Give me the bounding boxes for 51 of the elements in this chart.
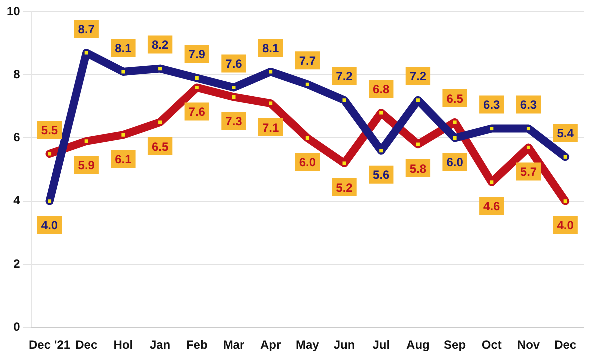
x-tick-label: Mar — [223, 338, 245, 352]
data-label: 6.3 — [484, 98, 501, 112]
x-tick-label: Jan — [150, 338, 171, 352]
x-tick-label: May — [296, 338, 320, 352]
data-label: 4.0 — [557, 218, 574, 233]
data-label: 8.7 — [78, 22, 96, 36]
data-label: 5.8 — [410, 162, 427, 176]
x-tick-label: Sep — [444, 338, 466, 352]
x-tick-label: Hol — [114, 338, 134, 352]
x-tick-label: Dec '21 — [28, 338, 71, 352]
x-tick-label: Aug — [406, 338, 430, 352]
data-label: 4.0 — [41, 218, 58, 233]
data-label: 7.3 — [226, 114, 243, 129]
data-label: 7.6 — [188, 105, 206, 120]
y-tick-label: 4 — [14, 194, 21, 208]
data-label: 7.9 — [188, 48, 206, 62]
y-tick-label: 8 — [14, 67, 21, 82]
data-label: 6.5 — [446, 92, 464, 106]
y-tick-label: 2 — [14, 256, 21, 271]
x-tick-label: Nov — [517, 338, 540, 352]
y-tick-label: 10 — [6, 4, 21, 18]
data-label: 7.2 — [336, 70, 354, 84]
data-label: 5.4 — [557, 126, 574, 140]
data-label: 8.1 — [262, 41, 280, 56]
data-label: 5.7 — [520, 165, 538, 180]
data-label: 7.6 — [226, 57, 243, 72]
data-label: 7.2 — [410, 70, 427, 84]
data-label: 7.1 — [262, 120, 280, 135]
data-label: 7.7 — [299, 54, 316, 68]
x-tick-label: Jun — [334, 338, 356, 352]
data-label: 5.2 — [336, 180, 354, 195]
y-tick-label: 0 — [14, 320, 21, 334]
data-label: 5.6 — [373, 168, 390, 182]
y-tick-label: 6 — [14, 130, 21, 145]
data-label: 8.2 — [152, 38, 169, 52]
data-label: 8.1 — [115, 41, 132, 56]
data-label: 6.1 — [115, 152, 132, 166]
x-tick-label: Dec — [554, 338, 577, 352]
data-label: 6.5 — [152, 140, 169, 154]
data-label: 4.6 — [484, 200, 501, 214]
data-label: 5.9 — [78, 158, 96, 173]
data-label: 6.0 — [299, 156, 316, 170]
data-label: 6.8 — [373, 82, 390, 96]
data-label: 6.3 — [520, 98, 538, 112]
data-label: 6.0 — [446, 156, 464, 170]
x-tick-label: Feb — [186, 338, 208, 352]
x-tick-label: Dec — [76, 338, 98, 352]
x-tick-label: Jul — [372, 338, 390, 352]
data-label: 5.5 — [41, 123, 58, 138]
x-tick-label: Oct — [482, 338, 502, 352]
x-tick-label: Apr — [260, 338, 282, 352]
